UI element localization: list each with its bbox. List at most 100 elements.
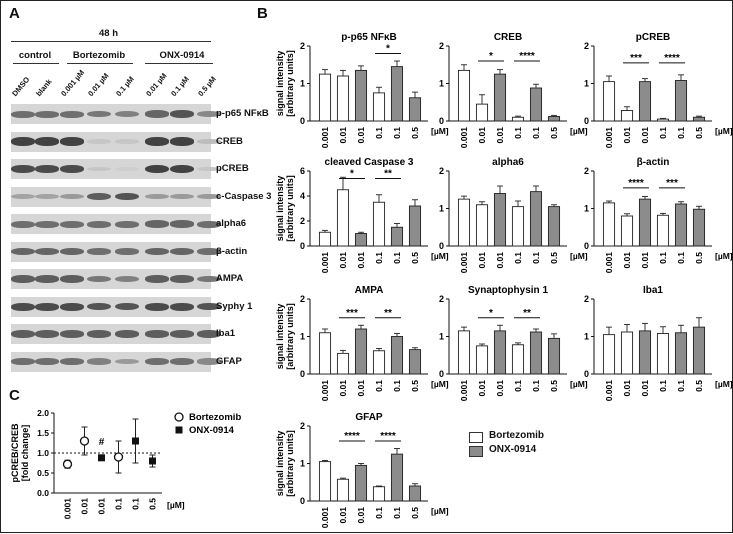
- blot-row-label: GFAP: [216, 355, 242, 367]
- blot-strip: [11, 104, 211, 124]
- blot-band: [35, 165, 59, 173]
- blot-band: [60, 330, 84, 338]
- bar: [547, 337, 561, 375]
- x-tick-label: 0.01: [495, 252, 505, 269]
- bar: [354, 69, 368, 122]
- blot-row-label: alpha6: [216, 218, 247, 229]
- significance-label: ****: [664, 53, 680, 64]
- y-tick-label: 1: [584, 204, 589, 214]
- y-tick-label: 2: [300, 294, 305, 304]
- blot-band: [87, 192, 111, 201]
- group-label: ONX-0914: [159, 50, 205, 61]
- x-tick-label: 0.001: [459, 127, 469, 149]
- bar: [638, 81, 652, 122]
- x-tick-label: 0.01: [338, 380, 348, 397]
- bar: [336, 478, 350, 502]
- blot-band: [145, 220, 169, 228]
- x-tick-label: 0.1: [374, 507, 384, 519]
- blot-band: [87, 110, 111, 118]
- blot-band: [115, 330, 139, 338]
- x-tick-label: 0.001: [604, 380, 614, 402]
- x-tick-label: 0.1: [392, 380, 402, 392]
- x-tick-label: 0.1: [374, 127, 384, 139]
- bar: [511, 206, 525, 247]
- x-tick-label: 0.1: [676, 127, 686, 139]
- bar: [457, 198, 471, 247]
- x-tick-label: 0.01: [640, 127, 650, 144]
- blot-band: [11, 193, 35, 200]
- blot-strip: [11, 186, 211, 207]
- blot-band: [170, 330, 194, 338]
- blot-band: [197, 248, 221, 255]
- blot-band: [197, 275, 221, 283]
- y-tick-label: 1: [300, 332, 305, 342]
- x-tick-label: 0.001: [459, 380, 469, 402]
- bar: [372, 92, 386, 122]
- blot-band: [60, 358, 84, 365]
- x-tick-label: 0.5: [410, 127, 420, 139]
- y-tick-label: 2: [584, 166, 589, 176]
- blot-band: [170, 164, 194, 174]
- y-tick-label: 2: [300, 216, 305, 226]
- blot-band: [60, 110, 84, 118]
- bar: [457, 330, 471, 375]
- x-tick-label: 0.1: [374, 252, 384, 264]
- bar: [620, 331, 634, 375]
- y-tick-label: 0: [439, 241, 444, 251]
- panel-b-letter: B: [257, 5, 268, 22]
- y-axis-label: signal intensity[arbitrary units]: [275, 430, 295, 497]
- x-tick-label: 0.01: [338, 127, 348, 144]
- blot-band: [170, 247, 194, 256]
- y-axis-label: signal intensity[arbitrary units]: [275, 175, 295, 242]
- x-tick-label: 0.1: [513, 380, 523, 392]
- x-tick-label: 0.1: [513, 252, 523, 264]
- blot-band: [11, 358, 35, 365]
- bar: [511, 116, 525, 122]
- y-tick-label: 1: [584, 79, 589, 89]
- bar: [390, 453, 404, 502]
- y-tick-label: 2: [584, 294, 589, 304]
- y-tick-label: 0: [584, 116, 589, 126]
- bar: [602, 334, 616, 375]
- x-tick-label: 0.1: [658, 252, 668, 264]
- bar: [318, 231, 332, 247]
- blot-band: [35, 247, 59, 256]
- x-tick-label: 0.01: [477, 252, 487, 269]
- blot-row-label: Syphy 1: [216, 300, 253, 312]
- blot-strip: [11, 351, 211, 372]
- panel-c-letter: C: [9, 387, 20, 404]
- x-tick-label: 0.5: [410, 380, 420, 392]
- unit-label: [µM]: [715, 251, 733, 261]
- x-tick-label: 0.1: [531, 127, 541, 139]
- x-tick-label: 0.001: [604, 252, 614, 274]
- unit-label: [µM]: [570, 126, 588, 136]
- bar: [390, 66, 404, 122]
- significance-label: *: [350, 169, 354, 180]
- bar-chart: p-p65 NFκB 0 1 2 signal intensity[arbitrary …: [275, 32, 449, 148]
- blot-band: [35, 110, 59, 118]
- bar: [602, 202, 616, 247]
- group-underline: [67, 63, 133, 64]
- blot-band: [11, 165, 35, 173]
- y-tick-label: 0: [300, 116, 305, 126]
- x-tick-label: 0.01: [338, 507, 348, 524]
- blot-band: [115, 220, 139, 228]
- blot-band: [145, 137, 169, 146]
- significance-label: *: [386, 44, 390, 55]
- x-tick-label: 0.5: [549, 380, 559, 392]
- bar: [475, 103, 489, 122]
- blot-strip: [11, 296, 211, 317]
- blot-band: [145, 302, 169, 311]
- bar: [493, 193, 507, 247]
- x-tick-label: 0.01: [338, 252, 348, 269]
- significance-label: **: [384, 169, 392, 180]
- bar: [620, 215, 634, 247]
- chart-title: Synaptophysin 1: [468, 285, 548, 296]
- x-tick-label: 0.1: [658, 380, 668, 392]
- blot-band: [35, 358, 59, 365]
- blot-band: [170, 358, 194, 365]
- significance-label: ****: [380, 431, 396, 442]
- significance-label: *: [489, 308, 493, 319]
